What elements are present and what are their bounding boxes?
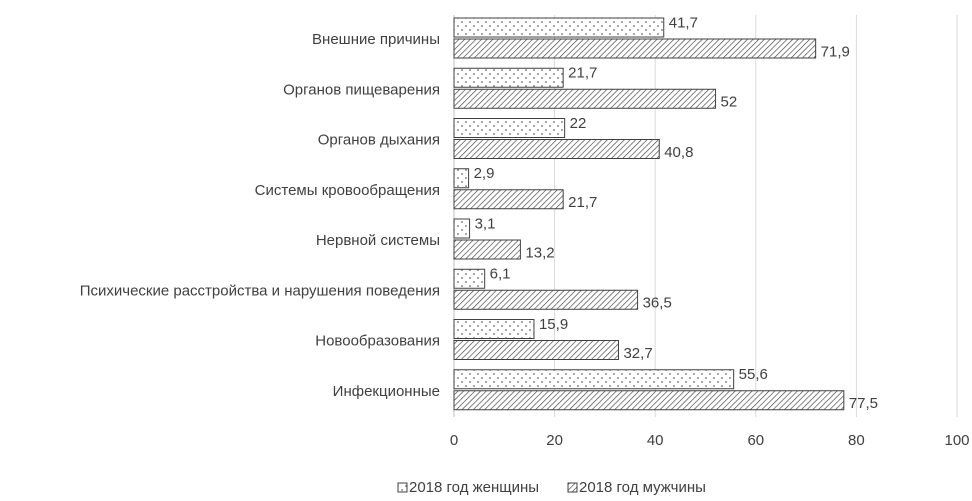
data-label: 52 [721,94,738,111]
x-tick-label: 80 [848,432,865,449]
data-label: 71,9 [821,43,850,60]
bar [453,168,470,189]
y-tick-label: Новообразования [315,333,440,350]
bar [453,88,717,109]
bar [453,369,735,390]
data-label: 2,9 [474,165,495,182]
x-tick-label: 60 [747,432,764,449]
bar [453,189,564,210]
data-label: 55,6 [739,366,768,383]
bar [453,289,639,310]
y-tick-label: Органов дыхания [318,132,440,149]
legend-label: 2018 год женщины [409,479,539,496]
data-label: 77,5 [849,395,878,412]
legend-swatch [397,482,408,493]
bar [453,67,564,88]
bar [453,139,660,159]
data-label: 3,1 [475,215,496,232]
bar [453,268,486,289]
y-tick-label: Органов пищеварения [283,81,440,98]
legend-swatch [567,482,578,493]
data-label: 41,7 [669,14,698,31]
y-tick-label: Психические расстройства и нарушения пов… [80,282,440,299]
legend-label: 2018 год мужчины [579,479,706,496]
bar [453,319,535,339]
bar [453,118,566,138]
data-label: 21,7 [568,65,597,82]
x-tick-label: 0 [450,432,458,449]
data-label: 40,8 [664,144,693,161]
bar [453,17,665,38]
bar [453,218,471,239]
bar [453,239,521,260]
y-tick-label: Нервной системы [316,232,440,249]
bar [453,38,817,59]
data-label: 6,1 [490,266,511,283]
x-tick-label: 100 [944,432,969,449]
data-label: 22 [570,115,587,132]
bar [453,390,845,411]
data-label: 36,5 [643,295,672,312]
bar [453,340,619,360]
x-tick-label: 20 [546,432,563,449]
y-tick-label: Инфекционные [333,383,440,400]
y-tick-label: Внешние причины [312,31,440,48]
data-label: 15,9 [539,316,568,333]
data-label: 13,2 [525,244,554,261]
x-tick-label: 40 [647,432,664,449]
data-label: 21,7 [568,194,597,211]
y-tick-label: Системы кровообращения [255,182,440,199]
data-label: 32,7 [623,345,652,362]
